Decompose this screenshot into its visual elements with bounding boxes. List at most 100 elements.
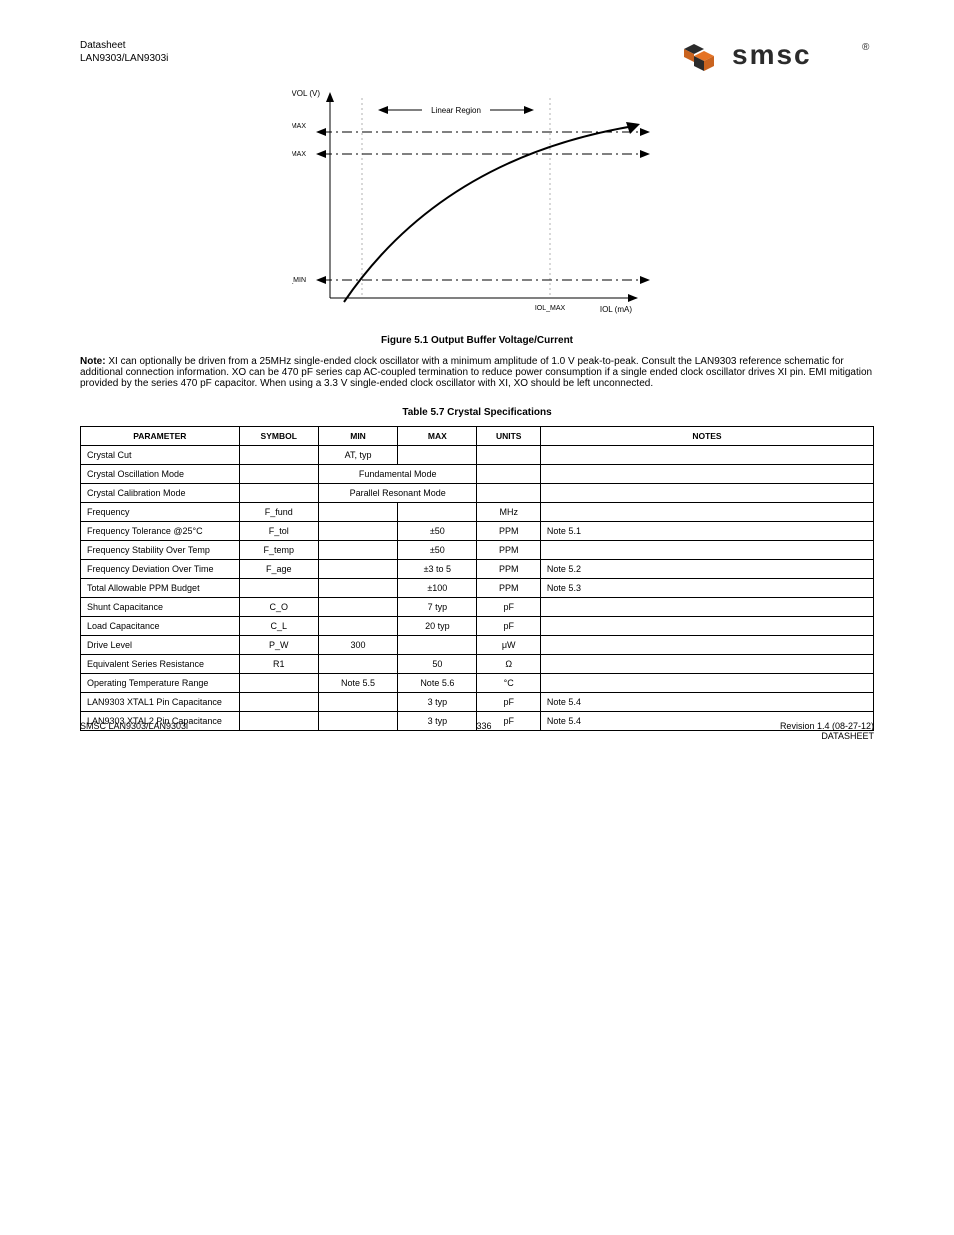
- y-axis-label: VOL (V): [292, 89, 320, 98]
- cell-min: 300: [318, 636, 397, 655]
- smsc-mark-icon: [678, 40, 726, 74]
- cell-notes: Note 5.4: [540, 693, 873, 712]
- cell-max: 7 typ: [398, 598, 477, 617]
- cell-notes: [540, 446, 873, 465]
- cell-min: [318, 617, 397, 636]
- cell-symbol: C_L: [239, 617, 318, 636]
- cell-parameter: Shunt Capacitance: [81, 598, 240, 617]
- cell-notes: [540, 617, 873, 636]
- cell-max: ±100: [398, 579, 477, 598]
- cell-units: [477, 465, 540, 484]
- cell-symbol: C_O: [239, 598, 318, 617]
- cell-units: pF: [477, 693, 540, 712]
- chart-svg: Linear Region VOL_MAX VOL at IOL_MAX VOL…: [292, 86, 662, 326]
- cell-symbol: F_fund: [239, 503, 318, 522]
- cell-max: ±50: [398, 522, 477, 541]
- cell-units: [477, 446, 540, 465]
- cell-max: [398, 446, 477, 465]
- page-footer: SMSC LAN9303/LAN9303i 336 Revision 1.4 (…: [80, 721, 874, 741]
- cell-max: ±50: [398, 541, 477, 560]
- th-symbol: SYMBOL: [239, 427, 318, 446]
- cell-parameter: Total Allowable PPM Budget: [81, 579, 240, 598]
- cell-max: ±3 to 5: [398, 560, 477, 579]
- cell-symbol: [239, 693, 318, 712]
- cell-symbol: [239, 446, 318, 465]
- cell-units: pF: [477, 598, 540, 617]
- spec-thead: PARAMETER SYMBOL MIN MAX UNITS NOTES: [81, 427, 874, 446]
- cell-min: Note 5.5: [318, 674, 397, 693]
- doc-line2: LAN9303/LAN9303i: [80, 53, 168, 64]
- xi-note: Note: XI can optionally be driven from a…: [80, 356, 874, 389]
- note-text: XI can optionally be driven from a 25MHz…: [80, 356, 872, 389]
- cell-units: PPM: [477, 579, 540, 598]
- vol-at-iolmax-label: VOL at IOL_MAX: [292, 151, 306, 158]
- cell-max: 20 typ: [398, 617, 477, 636]
- vol-iol-chart: Linear Region VOL_MAX VOL at IOL_MAX VOL…: [292, 86, 662, 346]
- doc-id: Datasheet LAN9303/LAN9303i: [80, 40, 168, 64]
- cell-parameter: Crystal Oscillation Mode: [81, 465, 240, 484]
- cell-minmax-merged: Parallel Resonant Mode: [318, 484, 477, 503]
- note-label: Note:: [80, 356, 106, 367]
- svg-text:smsc: smsc: [732, 40, 812, 70]
- page-header: Datasheet LAN9303/LAN9303i smsc ®: [80, 40, 874, 74]
- cell-min: [318, 655, 397, 674]
- table-row: Frequency Deviation Over TimeF_age±3 to …: [81, 560, 874, 579]
- cell-units: °C: [477, 674, 540, 693]
- region-label: Linear Region: [431, 106, 481, 115]
- cell-notes: Note 5.1: [540, 522, 873, 541]
- cell-parameter: Equivalent Series Resistance: [81, 655, 240, 674]
- cell-max: 50: [398, 655, 477, 674]
- cell-units: PPM: [477, 541, 540, 560]
- cell-notes: [540, 541, 873, 560]
- th-parameter: PARAMETER: [81, 427, 240, 446]
- cell-symbol: [239, 465, 318, 484]
- cell-min: [318, 503, 397, 522]
- table-row: FrequencyF_fundMHz: [81, 503, 874, 522]
- spec-tbody: Crystal Cut AT, typ Crystal Oscillation Mo…: [81, 446, 874, 731]
- iol-max-tick: IOL_MAX: [535, 305, 566, 312]
- cell-units: pF: [477, 617, 540, 636]
- cell-min: AT, typ: [318, 446, 397, 465]
- cell-min: [318, 541, 397, 560]
- cell-min: [318, 598, 397, 617]
- cell-minmax-merged: Fundamental Mode: [318, 465, 477, 484]
- doc-line1: Datasheet: [80, 40, 168, 51]
- cell-notes: Note 5.3: [540, 579, 873, 598]
- cell-parameter: LAN9303 XTAL1 Pin Capacitance: [81, 693, 240, 712]
- cell-parameter: Frequency Deviation Over Time: [81, 560, 240, 579]
- table-row: Shunt CapacitanceC_O 7 typpF: [81, 598, 874, 617]
- table-row: Equivalent Series ResistanceR1 50Ω: [81, 655, 874, 674]
- cell-symbol: F_tol: [239, 522, 318, 541]
- cell-symbol: R1: [239, 655, 318, 674]
- table-row: LAN9303 XTAL1 Pin Capacitance 3 typpFNote…: [81, 693, 874, 712]
- table-caption: Table 5.7 Crystal Specifications: [80, 407, 874, 418]
- cell-symbol: [239, 579, 318, 598]
- cell-units: PPM: [477, 560, 540, 579]
- th-max: MAX: [398, 427, 477, 446]
- cell-parameter: Crystal Calibration Mode: [81, 484, 240, 503]
- cell-notes: [540, 655, 873, 674]
- cell-max: [398, 636, 477, 655]
- table-row: Frequency Stability Over TempF_temp±50PP…: [81, 541, 874, 560]
- cell-notes: [540, 598, 873, 617]
- th-notes: NOTES: [540, 427, 873, 446]
- cell-max: 3 typ: [398, 693, 477, 712]
- cell-notes: [540, 465, 873, 484]
- cell-notes: [540, 484, 873, 503]
- table-row: Operating Temperature RangeNote 5.5Note …: [81, 674, 874, 693]
- cell-min: [318, 560, 397, 579]
- cell-parameter: Frequency Stability Over Temp: [81, 541, 240, 560]
- cell-min: [318, 522, 397, 541]
- cell-units: MHz: [477, 503, 540, 522]
- footer-right-line2: DATASHEET: [821, 731, 874, 741]
- table-row: Crystal Cut AT, typ: [81, 446, 874, 465]
- cell-units: Ω: [477, 655, 540, 674]
- cell-min: [318, 693, 397, 712]
- cell-parameter: Crystal Cut: [81, 446, 240, 465]
- crystal-spec-table: PARAMETER SYMBOL MIN MAX UNITS NOTES Cry…: [80, 426, 874, 731]
- cell-units: PPM: [477, 522, 540, 541]
- chart-caption: Figure 5.1 Output Buffer Voltage/Current: [292, 335, 662, 346]
- footer-center: 336: [476, 721, 491, 741]
- cell-units: [477, 484, 540, 503]
- voh-max-label: VOL_MAX: [292, 123, 306, 130]
